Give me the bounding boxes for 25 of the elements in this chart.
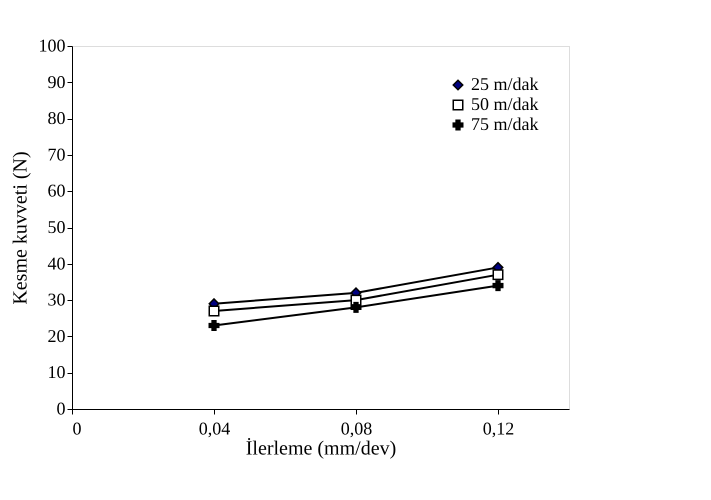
x-tick-label: 0,12 bbox=[482, 418, 514, 438]
y-tick-label: 20 bbox=[48, 326, 66, 346]
y-tick-label: 50 bbox=[48, 217, 66, 237]
y-tick-label: 60 bbox=[48, 180, 66, 201]
point bbox=[208, 305, 220, 316]
y-axis-title: Kesme kuvveti (N) bbox=[10, 151, 32, 305]
y-tick-label: 100 bbox=[38, 36, 66, 56]
x-axis-title: İlerleme (mm/dev) bbox=[246, 438, 396, 460]
legend-label: 50 m/dak bbox=[471, 94, 538, 114]
point bbox=[492, 269, 504, 280]
y-tick-label: 0 bbox=[56, 398, 66, 418]
x-tick-label: 0,08 bbox=[340, 418, 372, 438]
point bbox=[350, 302, 362, 313]
point bbox=[492, 280, 504, 292]
y-tick-label: 90 bbox=[48, 72, 66, 92]
y-tick-label: 30 bbox=[48, 290, 66, 310]
y-tick-label: 70 bbox=[48, 144, 66, 164]
x-tick-label: 0,04 bbox=[198, 418, 230, 438]
legend-label: 25 m/dak bbox=[471, 74, 538, 94]
point bbox=[208, 320, 220, 332]
y-tick-label: 10 bbox=[48, 362, 66, 382]
x-tick-label: 0 bbox=[72, 418, 82, 438]
legend-label: 75 m/dak bbox=[471, 114, 538, 134]
y-tick-label: 40 bbox=[48, 253, 66, 274]
y-tick-label: 80 bbox=[48, 108, 66, 128]
